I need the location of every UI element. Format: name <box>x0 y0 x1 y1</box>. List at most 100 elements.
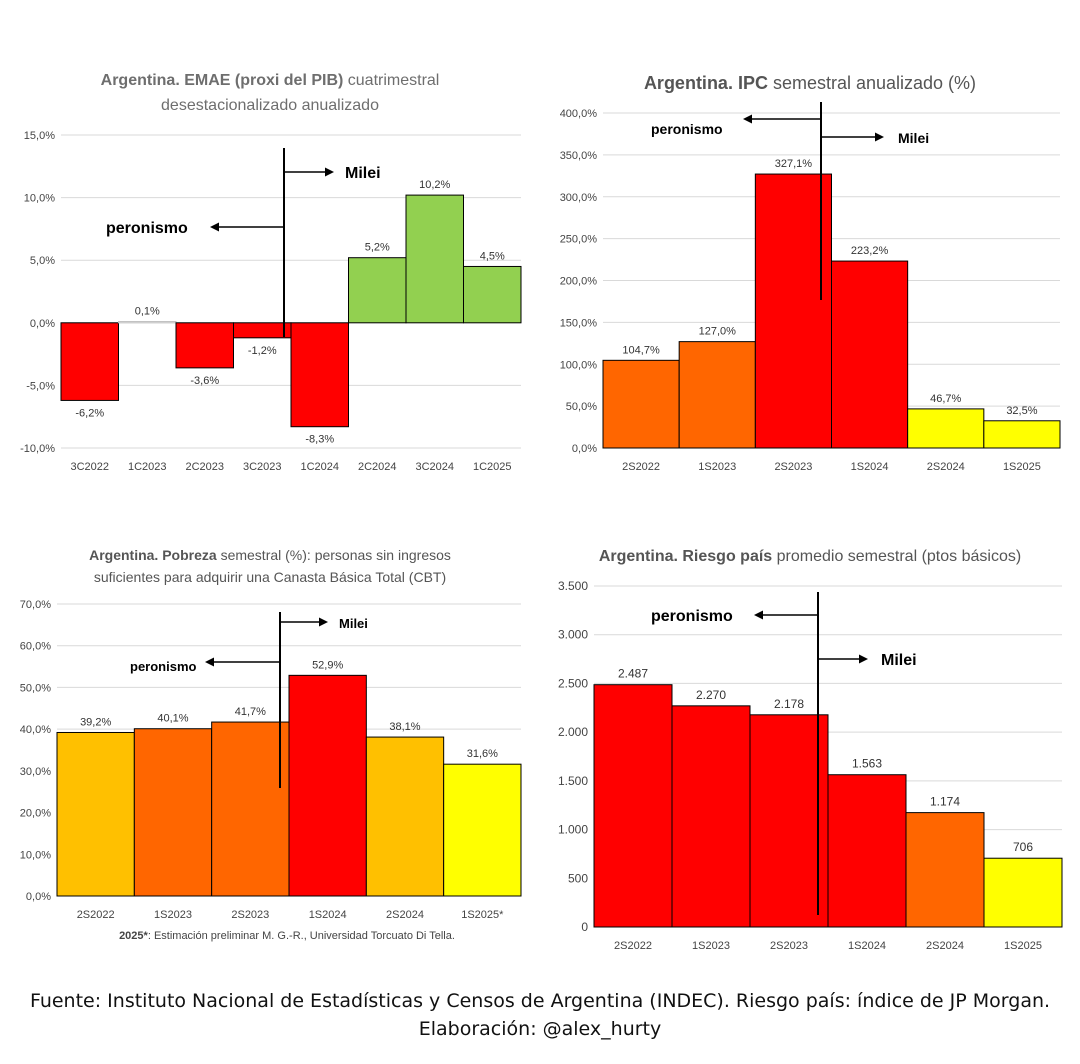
chart-footnote-bold: 2025* <box>119 930 148 942</box>
y-tick-label: 500 <box>568 871 588 885</box>
y-tick-label: 0 <box>581 920 588 934</box>
bar <box>290 322 349 428</box>
x-tick-label: 2S2023 <box>774 461 812 473</box>
x-tick-label: 1S2023 <box>154 909 192 921</box>
milei-arrow-icon <box>325 167 334 177</box>
y-tick-label: 20,0% <box>20 808 51 820</box>
bar <box>671 705 751 928</box>
x-tick-label: 2S2022 <box>614 940 652 952</box>
x-tick-label: 3C2024 <box>415 461 454 473</box>
x-tick-label: 1S2024 <box>851 461 889 473</box>
data-label: 327,1% <box>775 158 813 170</box>
y-tick-label: 60,0% <box>20 641 51 653</box>
footer-credit: Elaboración: @alex_hurty <box>418 1018 662 1040</box>
bar <box>133 728 213 897</box>
y-tick-label: 0,0% <box>572 443 597 455</box>
y-tick-label: 5,0% <box>30 255 55 267</box>
bar <box>754 173 832 449</box>
y-tick-label: -5,0% <box>26 380 55 392</box>
data-label: 41,7% <box>235 706 266 718</box>
bar <box>443 763 522 897</box>
bar <box>983 857 1063 928</box>
data-label: 52,9% <box>312 659 343 671</box>
x-tick-label: 1S2025* <box>461 909 504 921</box>
chart-title-rest: promedio semestral (ptos básicos) <box>772 548 1021 565</box>
y-tick-label: 350,0% <box>560 150 598 162</box>
footer-source: Fuente: Instituto Nacional de Estadístic… <box>29 990 1051 1012</box>
data-label: 38,1% <box>389 721 420 733</box>
peronismo-arrow-icon <box>210 222 219 232</box>
x-tick-label: 1C2023 <box>128 461 167 473</box>
bar <box>905 812 985 928</box>
bar <box>907 408 985 449</box>
chart-title-rest: semestral anualizado (%) <box>768 73 976 93</box>
x-tick-label: 2S2023 <box>770 940 808 952</box>
y-tick-label: 3.000 <box>558 628 588 642</box>
chart-title: Argentina. Riesgo país promedio semestra… <box>599 548 1021 565</box>
annotation-peronismo: peronismo <box>130 659 197 674</box>
data-label: 4,5% <box>480 250 505 262</box>
y-tick-label: 30,0% <box>20 766 51 778</box>
y-tick-label: 0,0% <box>30 318 55 330</box>
chart-title-rest: cuatrimestral <box>343 72 439 89</box>
bar <box>405 194 464 324</box>
y-tick-label: 0,0% <box>26 891 51 903</box>
data-label: 39,2% <box>80 716 111 728</box>
milei-arrow-icon <box>875 132 884 142</box>
data-label: 1.174 <box>930 795 960 809</box>
data-label: 32,5% <box>1006 405 1037 417</box>
annotation-milei: Milei <box>339 616 368 631</box>
data-label: -8,3% <box>305 434 334 446</box>
data-label: -6,2% <box>75 407 104 419</box>
data-label: 2.270 <box>696 688 726 702</box>
x-tick-label: 2S2024 <box>386 909 424 921</box>
y-tick-label: -10,0% <box>20 443 55 455</box>
y-tick-label: 250,0% <box>560 234 598 246</box>
x-tick-label: 2S2022 <box>77 909 115 921</box>
data-label: 40,1% <box>157 713 188 725</box>
chart-title-bold: Argentina. EMAE (proxi del PIB) <box>101 72 344 89</box>
milei-arrow-icon <box>319 617 328 627</box>
chart-title-bold: Argentina. Riesgo país <box>599 548 772 565</box>
x-tick-label: 2C2023 <box>185 461 224 473</box>
data-label: 10,2% <box>419 179 450 191</box>
chart-title: Argentina. EMAE (proxi del PIB) cuatrime… <box>101 72 440 89</box>
bar <box>233 322 292 339</box>
data-label: 31,6% <box>467 748 498 760</box>
bar <box>463 265 522 324</box>
peronismo-arrow-icon <box>754 610 763 620</box>
chart-1: Argentina. EMAE (proxi del PIB) cuatrime… <box>20 72 522 473</box>
y-tick-label: 150,0% <box>560 317 598 329</box>
annotation-milei: Milei <box>881 652 917 669</box>
chart-3: Argentina. Pobreza semestral (%): person… <box>20 547 522 942</box>
bar <box>60 322 119 401</box>
data-label: 2.178 <box>774 697 804 711</box>
bar <box>831 260 909 449</box>
annotation-milei: Milei <box>345 165 381 182</box>
data-label: 46,7% <box>930 393 961 405</box>
chart-title-bold: Argentina. IPC <box>644 73 768 93</box>
chart-subtitle: suficientes para adquirir una Canasta Bá… <box>94 569 446 585</box>
data-label: 0,1% <box>135 306 160 318</box>
y-tick-label: 2.500 <box>558 676 588 690</box>
x-tick-label: 2S2022 <box>622 461 660 473</box>
x-tick-label: 2S2024 <box>927 461 965 473</box>
chart-footnote: 2025*: Estimación preliminar M. G.-R., U… <box>119 930 455 942</box>
x-tick-label: 1S2024 <box>848 940 886 952</box>
data-label: 5,2% <box>365 242 390 254</box>
x-tick-label: 2S2024 <box>926 940 964 952</box>
milei-arrow-icon <box>859 654 868 664</box>
y-tick-label: 50,0% <box>20 682 51 694</box>
y-tick-label: 100,0% <box>560 359 598 371</box>
x-tick-label: 3C2022 <box>70 461 109 473</box>
bar <box>827 774 907 928</box>
y-tick-label: 3.500 <box>558 579 588 593</box>
x-tick-label: 1S2023 <box>692 940 730 952</box>
annotation-milei: Milei <box>898 130 929 146</box>
data-label: -3,6% <box>190 375 219 387</box>
bar <box>175 322 234 369</box>
y-tick-label: 50,0% <box>566 401 597 413</box>
data-label: 127,0% <box>699 326 737 338</box>
data-label: 223,2% <box>851 245 889 257</box>
y-tick-label: 2.000 <box>558 725 588 739</box>
